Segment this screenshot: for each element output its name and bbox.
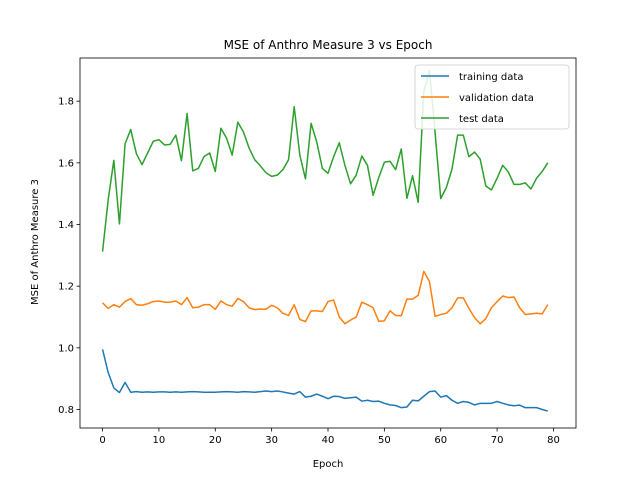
x-axis-label: Epoch xyxy=(313,459,344,470)
chart-title: MSE of Anthro Measure 3 vs Epoch xyxy=(224,38,433,52)
y-axis-label: MSE of Anthro Measure 3 xyxy=(30,179,41,305)
legend-entry: test data xyxy=(459,114,504,125)
legend-entry: training data xyxy=(459,72,523,83)
y-tick-label: 1.6 xyxy=(58,158,74,169)
legend: training data validation data test data xyxy=(414,64,570,130)
y-tick-label: 1.0 xyxy=(58,343,74,354)
x-tick-label: 40 xyxy=(322,435,335,446)
series-line-validation-data xyxy=(102,270,549,325)
x-tick-label: 10 xyxy=(153,435,166,446)
x-tick-label: 80 xyxy=(547,435,560,446)
legend-entry: validation data xyxy=(459,93,534,104)
series-line-training-data xyxy=(101,349,549,412)
x-tick-label: 50 xyxy=(378,435,391,446)
x-tick-label: 20 xyxy=(209,435,222,446)
y-tick-label: 1.2 xyxy=(58,282,74,293)
x-tick-label: 0 xyxy=(99,435,105,446)
legend-box xyxy=(414,64,570,130)
y-tick-label: 1.4 xyxy=(58,220,74,231)
x-tick-label: 30 xyxy=(265,435,278,446)
y-tick-label: 1.8 xyxy=(58,97,74,108)
y-tick-label: 0.8 xyxy=(58,405,74,416)
series-line-test-data xyxy=(101,69,549,252)
x-tick-label: 60 xyxy=(434,435,447,446)
x-tick-label: 70 xyxy=(491,435,504,446)
plot-area: 0 10 20 30 40 50 60 70 80 0.8 1.0 1.2 1.4 1.6 1.8 xyxy=(58,57,577,446)
